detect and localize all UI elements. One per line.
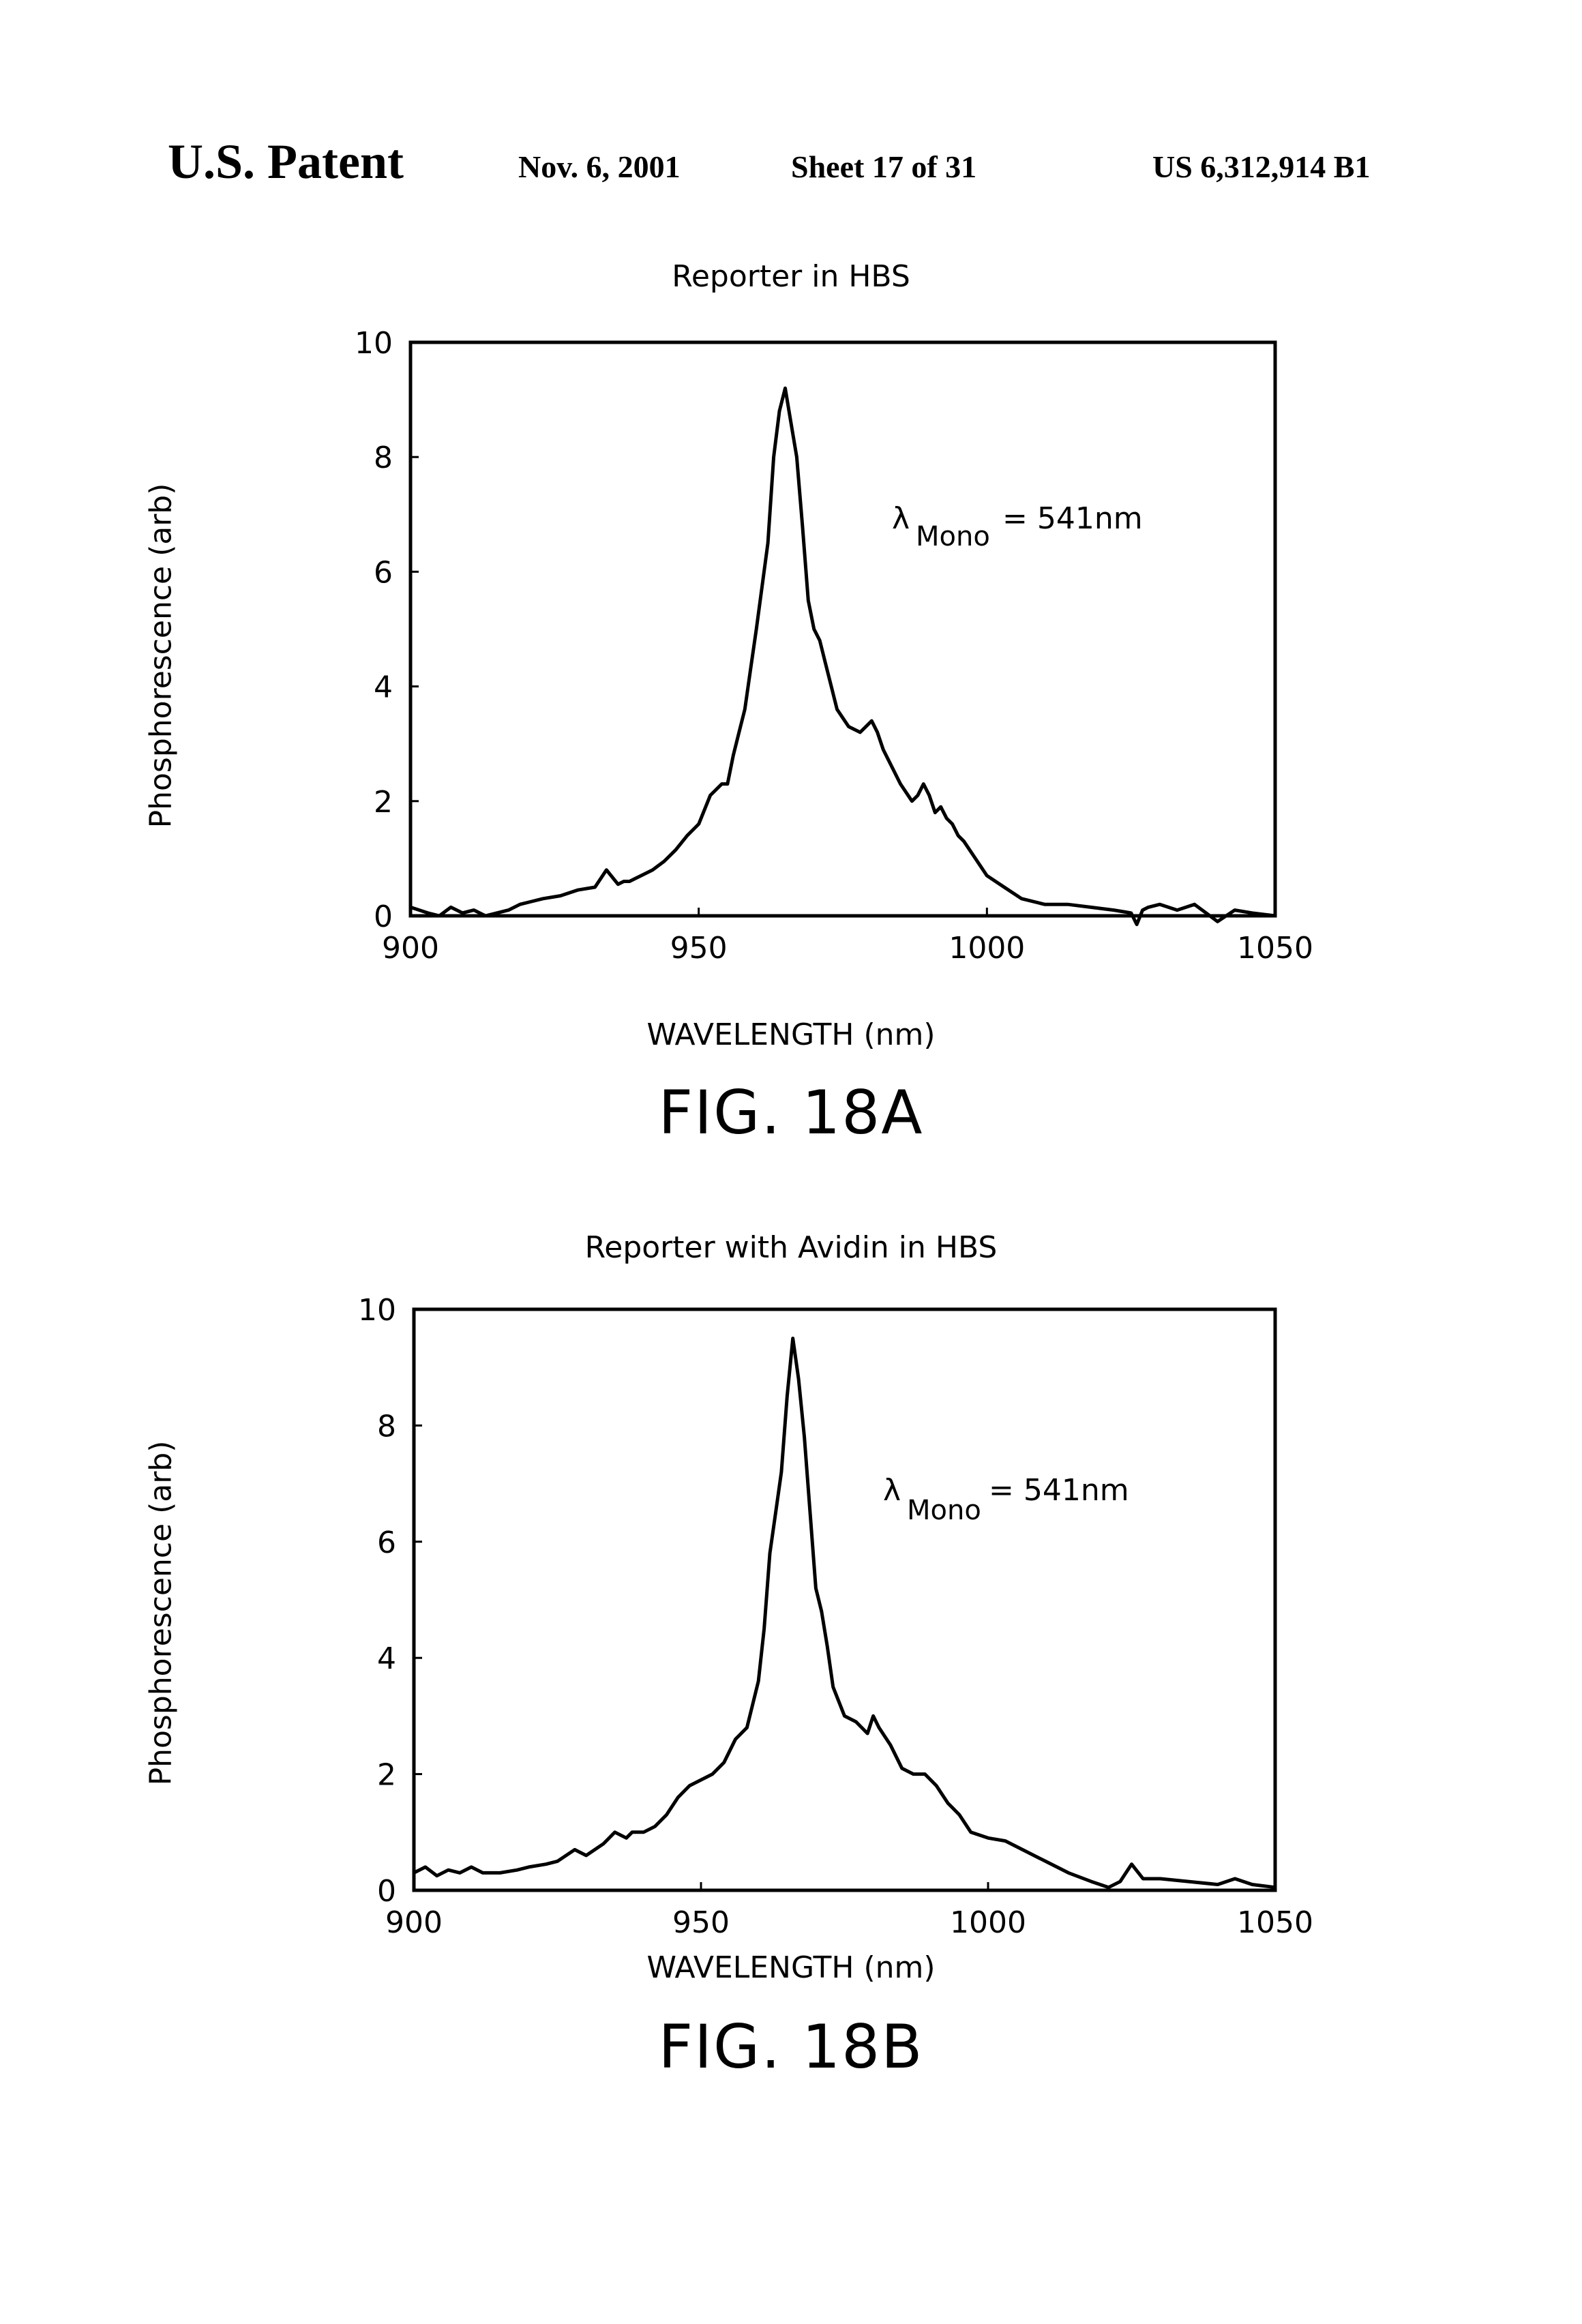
x-tick-label: 900 [385, 1905, 443, 1940]
y-tick-label: 0 [377, 1874, 396, 1909]
x-tick-label: 950 [672, 1905, 730, 1940]
y-tick-label: 10 [358, 1293, 396, 1328]
y-tick-label: 4 [377, 1641, 396, 1676]
x-tick-label: 1050 [1237, 1905, 1313, 1940]
y-tick-label: 2 [377, 1758, 396, 1793]
x-tick-label: 1000 [950, 1905, 1026, 1940]
y-tick-label: 8 [377, 1409, 396, 1444]
lambda-subscript: Mono [907, 1495, 981, 1526]
plot-frame [414, 1309, 1275, 1890]
figure-18b: Reporter with Avidin in HBS Phosphoresce… [0, 0, 1582, 2114]
lambda-symbol: λ [883, 1473, 901, 1508]
y-tick-label: 6 [377, 1525, 396, 1560]
figure-label: FIG. 18B [0, 2012, 1582, 2082]
spectrum-chart-18b: 0 2 4 6 8 10 900 950 1000 1050 λ Mono = 541nm [0, 0, 1582, 2114]
lambda-value: = 541nm [989, 1473, 1129, 1508]
x-axis-label: WAVELENGTH (nm) [0, 1950, 1582, 1985]
spectrum-line [414, 1339, 1275, 1888]
